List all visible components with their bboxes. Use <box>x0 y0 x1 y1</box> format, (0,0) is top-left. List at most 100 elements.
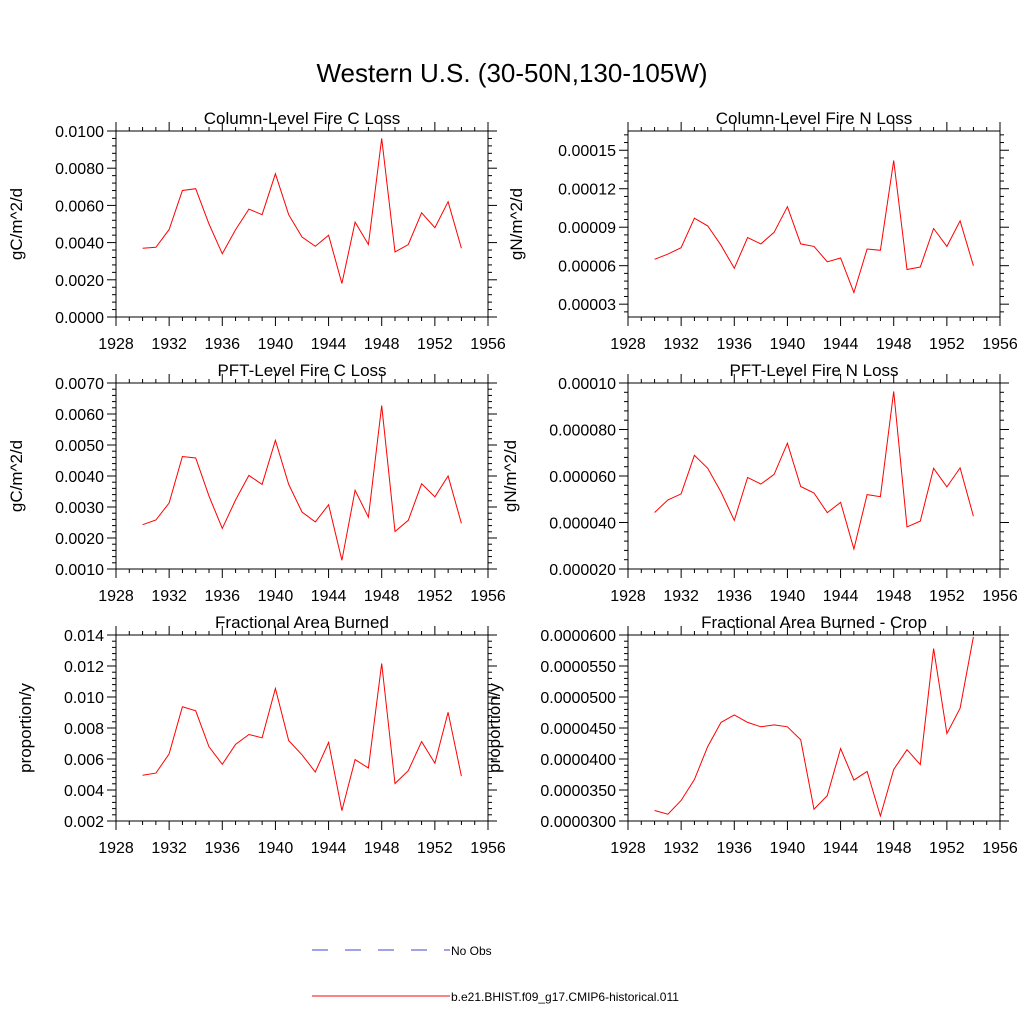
y-tick-label: 0.000080 <box>549 423 616 440</box>
y-tick-label: 0.0080 <box>55 161 104 178</box>
series-line <box>142 138 462 284</box>
x-tick-label: 1940 <box>770 588 806 605</box>
y-tick-label: 0.000060 <box>549 469 616 486</box>
plot-frame <box>115 634 489 822</box>
panel-title: Column-Level Fire C Loss <box>204 109 401 128</box>
y-tick-label: 0.0050 <box>55 438 104 455</box>
y-tick-label: 0.0020 <box>55 273 104 290</box>
x-tick-label: 1928 <box>98 336 134 353</box>
x-tick-label: 1952 <box>929 588 965 605</box>
x-tick-label: 1936 <box>204 840 240 857</box>
x-tick-label: 1948 <box>364 588 400 605</box>
x-tick-label: 1956 <box>982 588 1018 605</box>
x-tick-label: 1932 <box>663 840 699 857</box>
plot-frame <box>627 382 1001 570</box>
series-line <box>654 160 974 295</box>
x-tick-label: 1932 <box>151 588 187 605</box>
y-tick-label: 0.0060 <box>55 407 104 424</box>
x-tick-label: 1952 <box>417 588 453 605</box>
y-tick-label: 0.0000550 <box>540 659 616 676</box>
x-tick-label: 1944 <box>823 588 859 605</box>
x-tick-label: 1940 <box>770 336 806 353</box>
y-axis-label: gN/m^2/d <box>501 440 520 512</box>
y-tick-label: 0.0070 <box>55 376 104 393</box>
x-tick-label: 1936 <box>204 588 240 605</box>
y-axis-label: gN/m^2/d <box>507 188 526 260</box>
y-tick-label: 0.008 <box>64 721 104 738</box>
x-tick-label: 1936 <box>716 336 752 353</box>
y-tick-label: 0.00009 <box>558 220 616 237</box>
chart-panel-6: Fractional Area Burned - Crop proportion/… <box>485 613 1018 857</box>
panel-title: PFT-Level Fire N Loss <box>729 361 898 380</box>
y-tick-label: 0.0000450 <box>540 721 616 738</box>
x-tick-label: 1944 <box>823 840 859 857</box>
y-tick-label: 0.0030 <box>55 500 104 517</box>
x-tick-label: 1944 <box>311 336 347 353</box>
y-tick-label: 0.0040 <box>55 236 104 253</box>
panel-title: PFT-Level Fire C Loss <box>217 361 386 380</box>
x-tick-label: 1932 <box>151 336 187 353</box>
chart-panel-4: PFT-Level Fire N Loss gN/m^2/d 1928 1932 193… <box>501 361 1018 605</box>
x-tick-label: 1928 <box>610 840 646 857</box>
plot-frame <box>115 382 489 570</box>
y-tick-label: 0.00003 <box>558 297 616 314</box>
y-tick-label: 0.00006 <box>558 259 616 276</box>
series-line <box>142 663 462 811</box>
y-tick-label: 0.004 <box>64 783 104 800</box>
x-tick-label: 1928 <box>98 840 134 857</box>
x-tick-label: 1948 <box>876 840 912 857</box>
series-line <box>654 391 974 551</box>
y-tick-label: 0.0000 <box>55 310 104 327</box>
legend-label-no-obs: No Obs <box>451 944 492 958</box>
series-line <box>654 636 974 818</box>
x-tick-label: 1932 <box>663 336 699 353</box>
y-tick-label: 0.00015 <box>558 143 616 160</box>
plot-frame <box>627 130 1001 318</box>
y-axis-label: gC/m^2/d <box>7 188 26 260</box>
legend: No Obs b.e21.BHIST.f09_g17.CMIP6-histori… <box>312 944 679 1004</box>
x-tick-label: 1948 <box>364 336 400 353</box>
y-tick-label: 0.0020 <box>55 531 104 548</box>
x-tick-label: 1952 <box>929 336 965 353</box>
y-tick-label: 0.014 <box>64 628 104 645</box>
y-tick-label: 0.012 <box>64 659 104 676</box>
y-axis-label: proportion/y <box>16 683 35 773</box>
x-tick-label: 1952 <box>929 840 965 857</box>
y-tick-label: 0.000020 <box>549 562 616 579</box>
chart-panel-5: Fractional Area Burned proportion/y 1928 19… <box>16 613 506 857</box>
y-tick-label: 0.006 <box>64 752 104 769</box>
x-tick-label: 1956 <box>982 840 1018 857</box>
x-tick-label: 1956 <box>470 840 506 857</box>
x-tick-label: 1940 <box>770 840 806 857</box>
y-tick-label: 0.0100 <box>55 124 104 141</box>
y-tick-label: 0.0010 <box>55 562 104 579</box>
y-tick-label: 0.0000300 <box>540 814 616 831</box>
panel-title: Fractional Area Burned <box>215 613 389 632</box>
x-tick-label: 1956 <box>470 588 506 605</box>
x-tick-label: 1948 <box>364 840 400 857</box>
series-line <box>142 405 462 561</box>
chart-panel-1: Column-Level Fire C Loss gC/m^2/d 1928 1932… <box>7 109 506 353</box>
x-tick-label: 1956 <box>470 336 506 353</box>
chart-panel-2: Column-Level Fire N Loss gN/m^2/d 1928 1932… <box>507 109 1018 353</box>
x-tick-label: 1956 <box>982 336 1018 353</box>
y-tick-label: 0.0040 <box>55 469 104 486</box>
panel-title: Column-Level Fire N Loss <box>716 109 913 128</box>
x-tick-label: 1936 <box>716 588 752 605</box>
x-tick-label: 1944 <box>311 588 347 605</box>
x-tick-label: 1948 <box>876 588 912 605</box>
panels-container: Column-Level Fire C Loss gC/m^2/d 1928 1932… <box>7 109 1018 857</box>
y-tick-label: 0.00010 <box>558 376 616 393</box>
x-tick-label: 1944 <box>311 840 347 857</box>
x-tick-label: 1952 <box>417 840 453 857</box>
chart-panel-3: PFT-Level Fire C Loss gC/m^2/d 1928 1932 193… <box>7 361 506 605</box>
x-tick-label: 1952 <box>417 336 453 353</box>
y-tick-label: 0.000040 <box>549 516 616 533</box>
x-tick-label: 1928 <box>98 588 134 605</box>
y-tick-label: 0.0000400 <box>540 752 616 769</box>
plot-frame <box>627 634 1001 822</box>
x-tick-label: 1944 <box>823 336 859 353</box>
x-tick-label: 1948 <box>876 336 912 353</box>
y-tick-label: 0.0000600 <box>540 628 616 645</box>
